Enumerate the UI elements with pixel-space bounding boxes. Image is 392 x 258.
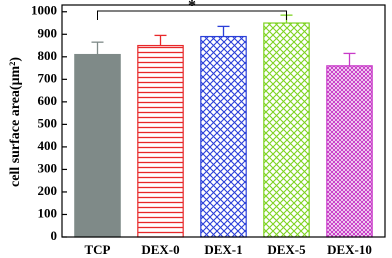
bar xyxy=(137,44,184,238)
bar xyxy=(200,35,247,238)
x-tick-label: DEX-1 xyxy=(204,242,242,257)
y-tick-label: 0 xyxy=(51,228,58,243)
y-tick-label: 800 xyxy=(38,48,58,63)
x-tick-label: DEX-10 xyxy=(327,242,372,257)
plot-frame xyxy=(61,4,386,238)
y-tick-label: 100 xyxy=(38,205,58,220)
y-tick-label: 900 xyxy=(38,25,58,40)
significance-bracket xyxy=(97,10,287,20)
x-tick-label: TCP xyxy=(85,242,111,257)
bar xyxy=(74,53,121,238)
bar xyxy=(326,65,373,238)
error-bar xyxy=(154,34,167,46)
significance-marker: * xyxy=(188,0,196,15)
x-tick-label: DEX-0 xyxy=(141,242,179,257)
y-axis-label: cell surface area(μm²) xyxy=(8,57,23,187)
y-tick-label: 400 xyxy=(38,138,58,153)
y-tick-label: 300 xyxy=(38,160,58,175)
bar xyxy=(263,22,310,238)
x-tick-label: DEX-5 xyxy=(267,242,306,257)
error-bar xyxy=(91,41,104,55)
y-tick-label: 200 xyxy=(38,183,58,198)
y-tick-label: 700 xyxy=(38,70,58,85)
y-tick-label: 500 xyxy=(38,115,58,130)
y-tick-label: 1000 xyxy=(31,3,57,18)
error-bar xyxy=(343,52,356,66)
error-bar xyxy=(217,25,230,37)
y-tick-label: 600 xyxy=(38,93,58,108)
